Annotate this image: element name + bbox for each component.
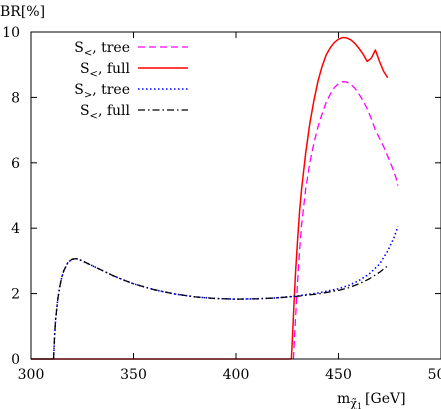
x-axis-title: mχ̃1 [GeV] xyxy=(337,391,406,409)
legend-label-1: S<, tree xyxy=(74,40,130,59)
legend-label-base: S xyxy=(74,82,84,98)
x-tick-label: 500 xyxy=(428,367,441,383)
x-tick-label: 400 xyxy=(223,367,250,383)
legend-label-sub: < xyxy=(90,69,98,80)
y-tick-label: 0 xyxy=(11,352,20,368)
series-line-3 xyxy=(52,226,399,360)
legend-label-sub: < xyxy=(84,48,92,59)
y-axis-title: BR[%] xyxy=(0,4,45,20)
legend-label-rest: , tree xyxy=(92,82,130,98)
ticks xyxy=(30,31,441,360)
series-line-1 xyxy=(292,81,399,360)
y-tick-label: 10 xyxy=(2,25,20,41)
legend-label-2: S<, full xyxy=(80,61,131,80)
x-tick-label: 450 xyxy=(325,367,352,383)
x-tick-label: 350 xyxy=(120,367,147,383)
tick-labels: 300 350 400 450 500 0 2 4 6 8 10 xyxy=(2,25,441,383)
y-tick-label: 4 xyxy=(11,221,20,237)
legend-label-4: S<, full xyxy=(80,103,131,122)
y-tick-label: 2 xyxy=(11,287,20,303)
plot-lines xyxy=(31,36,399,360)
x-axis-title-unit: [GeV] xyxy=(365,391,406,407)
legend-label-sub: < xyxy=(90,111,98,122)
series-line-4 xyxy=(52,257,389,360)
y-tick-label: 6 xyxy=(11,156,20,172)
legend-label-base: S xyxy=(74,40,84,56)
legend-label-3: S>, tree xyxy=(74,82,130,101)
legend-label-base: S xyxy=(80,61,90,77)
legend-label-base: S xyxy=(80,103,90,119)
series-line-2 xyxy=(290,36,389,360)
legend-label-rest: , full xyxy=(98,103,131,119)
x-tick-label: 300 xyxy=(18,367,45,383)
legend-label-rest: , tree xyxy=(92,40,130,56)
x-axis-title-base: m xyxy=(337,391,350,407)
x-axis-title-sub: χ̃ xyxy=(350,397,357,409)
x-axis-title-subsub: 1 xyxy=(357,402,362,409)
legend-label-sub: > xyxy=(84,90,92,101)
legend-label-rest: , full xyxy=(98,61,131,77)
y-tick-label: 8 xyxy=(11,90,20,106)
